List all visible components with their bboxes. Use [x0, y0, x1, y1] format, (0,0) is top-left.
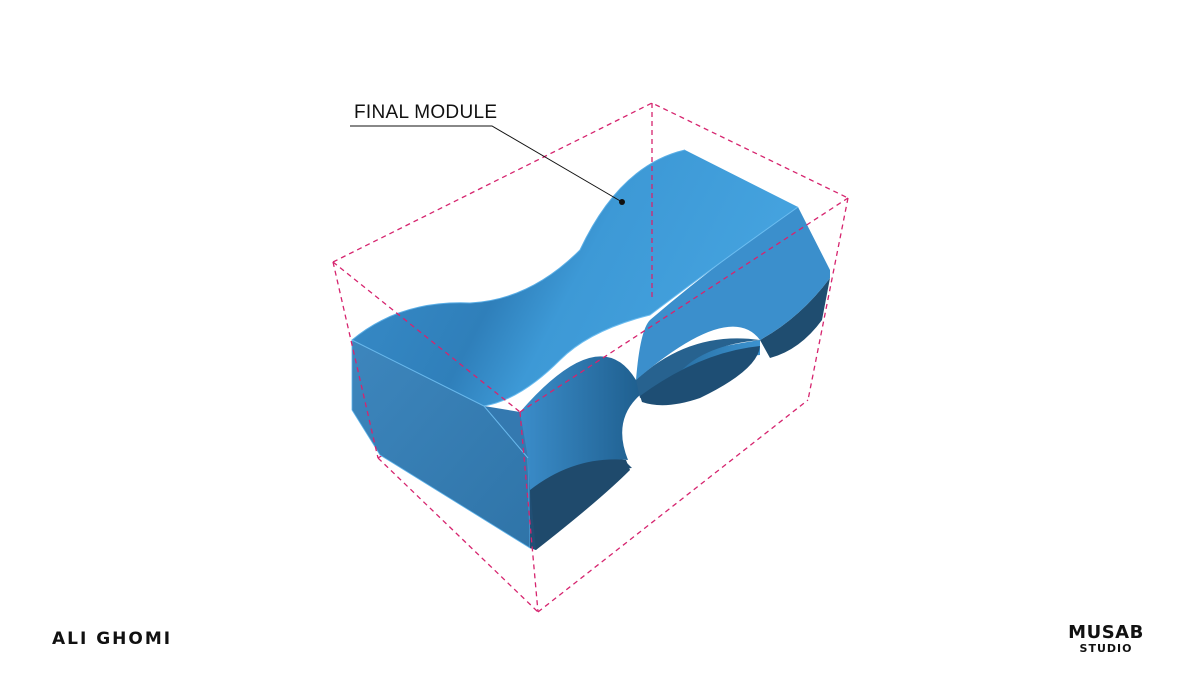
right-block-side-face — [636, 207, 830, 380]
bounding-box — [332, 102, 849, 613]
logo-ali-ghomi: ALI GHOMI — [52, 629, 173, 649]
top-surface-front-edge — [483, 206, 799, 407]
right-arch-shadow — [640, 346, 760, 406]
top-surface-back-edge — [351, 149, 686, 341]
left-block-edge — [351, 339, 529, 459]
callout-leader — [350, 125, 625, 205]
logo-studio-text: STUDIO — [1079, 642, 1133, 655]
saddle-underside — [520, 340, 760, 490]
final-module — [351, 149, 830, 550]
logo-musab-text: MUSAB — [1068, 622, 1144, 643]
right-block-dark-face — [760, 278, 830, 358]
top-surface — [352, 150, 798, 406]
logo-musab-studio: MUSAB STUDIO — [1066, 622, 1146, 655]
callout-label: FINAL MODULE — [354, 102, 498, 123]
left-block-bottom-face — [530, 458, 630, 550]
callout-dot — [619, 199, 625, 205]
